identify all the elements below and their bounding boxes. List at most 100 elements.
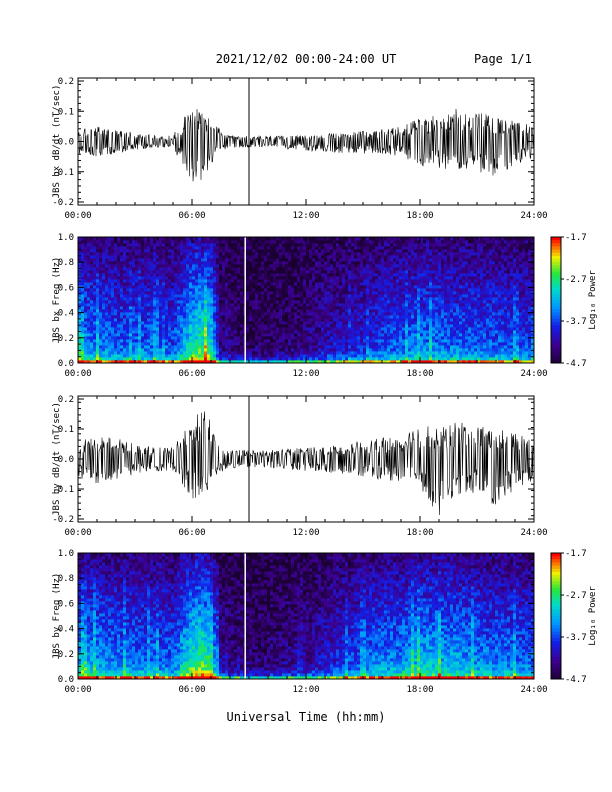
heatmap-cell xyxy=(381,342,385,346)
heatmap-cell xyxy=(129,342,133,346)
heatmap-cell xyxy=(378,276,382,280)
heatmap-cell xyxy=(309,279,313,283)
heatmap-cell xyxy=(138,312,142,316)
heatmap-cell xyxy=(147,348,151,352)
heatmap-cell xyxy=(126,330,130,334)
heatmap-cell xyxy=(135,309,139,313)
heatmap-cell xyxy=(303,345,307,349)
heatmap-cell xyxy=(108,249,112,253)
heatmap-cell xyxy=(87,258,91,262)
heatmap-cell xyxy=(306,330,310,334)
heatmap-cell xyxy=(345,267,349,271)
heatmap-cell xyxy=(333,258,337,262)
heatmap-cell xyxy=(132,351,136,355)
heatmap-cell xyxy=(216,261,220,265)
heatmap-cell xyxy=(375,357,379,361)
heatmap-cell xyxy=(189,333,193,337)
heatmap-cell xyxy=(81,315,85,319)
heatmap-cell xyxy=(390,282,394,286)
y-axis-title: JBS bx dB/dt (nT/sec) xyxy=(52,85,62,199)
heatmap-cell xyxy=(339,330,343,334)
heatmap-cell xyxy=(114,333,118,337)
heatmap-cell xyxy=(333,261,337,265)
heatmap-cell xyxy=(333,357,337,361)
heatmap-cell xyxy=(222,294,226,298)
heatmap-cell xyxy=(420,270,424,274)
heatmap-cell xyxy=(405,330,409,334)
heatmap-cell xyxy=(165,333,169,337)
heatmap-cell xyxy=(195,333,199,337)
heatmap-cell xyxy=(345,309,349,313)
heatmap-cell xyxy=(108,258,112,262)
heatmap-cell xyxy=(165,246,169,250)
heatmap-cell xyxy=(384,339,388,343)
heatmap-cell xyxy=(177,273,181,277)
heatmap-cell xyxy=(255,273,259,277)
heatmap-cell xyxy=(312,255,316,259)
heatmap-cell xyxy=(285,330,289,334)
heatmap-cell xyxy=(351,255,355,259)
heatmap-cell xyxy=(363,270,367,274)
heatmap-cell xyxy=(165,318,169,322)
heatmap-cell xyxy=(135,315,139,319)
heatmap-cell xyxy=(384,288,388,292)
heatmap-cell xyxy=(150,303,154,307)
heatmap-cell xyxy=(300,282,304,286)
heatmap-cell xyxy=(279,267,283,271)
heatmap-cell xyxy=(414,279,418,283)
heatmap-cell xyxy=(318,336,322,340)
heatmap-cell xyxy=(306,264,310,268)
heatmap-cell xyxy=(273,246,277,250)
heatmap-cell xyxy=(108,330,112,334)
heatmap-cell xyxy=(366,351,370,355)
heatmap-cell xyxy=(114,249,118,253)
heatmap-cell xyxy=(279,315,283,319)
heatmap-cell xyxy=(273,324,277,328)
heatmap-cell xyxy=(327,270,331,274)
heatmap-cell xyxy=(207,339,211,343)
heatmap-cell xyxy=(228,240,232,244)
heatmap-cell xyxy=(408,318,412,322)
heatmap-cell xyxy=(174,276,178,280)
heatmap-cell xyxy=(138,243,142,247)
heatmap-cell xyxy=(297,282,301,286)
heatmap-cell xyxy=(210,249,214,253)
heatmap-cell xyxy=(174,297,178,301)
heatmap-cell xyxy=(330,300,334,304)
heatmap-cell xyxy=(315,321,319,325)
heatmap-cell xyxy=(123,243,127,247)
heatmap-cell xyxy=(186,297,190,301)
heatmap-cell xyxy=(189,270,193,274)
heatmap-cell xyxy=(384,348,388,352)
heatmap-cell xyxy=(216,348,220,352)
heatmap-cell xyxy=(252,282,256,286)
heatmap-cell xyxy=(333,348,337,352)
heatmap-cell xyxy=(147,306,151,310)
heatmap-cell xyxy=(234,249,238,253)
heatmap-cell xyxy=(171,321,175,325)
heatmap-cell xyxy=(423,276,427,280)
heatmap-cell xyxy=(87,294,91,298)
heatmap-cell xyxy=(204,267,208,271)
heatmap-cell xyxy=(297,357,301,361)
heatmap-cell xyxy=(249,330,253,334)
heatmap-cell xyxy=(270,240,274,244)
heatmap-cell xyxy=(192,276,196,280)
heatmap-cell xyxy=(138,291,142,295)
heatmap-cell xyxy=(285,339,289,343)
heatmap-cell xyxy=(357,279,361,283)
heatmap-cell xyxy=(414,312,418,316)
heatmap-cell xyxy=(279,240,283,244)
heatmap-cell xyxy=(93,282,97,286)
heatmap-cell xyxy=(120,243,124,247)
heatmap-cell xyxy=(354,276,358,280)
heatmap-cell xyxy=(99,309,103,313)
heatmap-cell xyxy=(135,354,139,358)
heatmap-cell xyxy=(204,288,208,292)
heatmap-cell xyxy=(156,312,160,316)
heatmap-cell xyxy=(303,252,307,256)
heatmap-cell xyxy=(384,309,388,313)
heatmap-cell xyxy=(105,294,109,298)
heatmap-cell xyxy=(180,240,184,244)
heatmap-cell xyxy=(114,243,118,247)
